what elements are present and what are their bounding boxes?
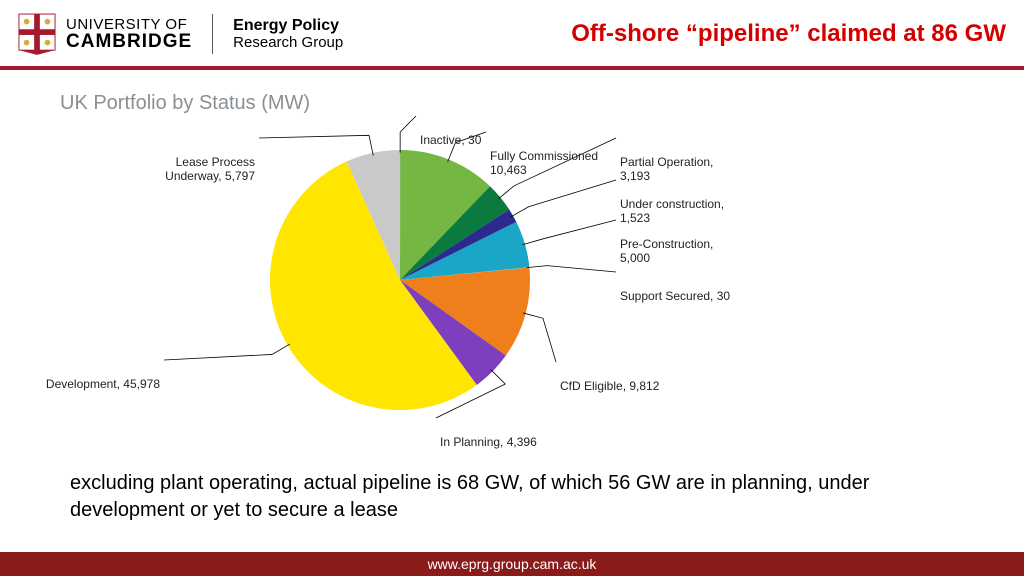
- leader-line: [259, 135, 373, 155]
- leader-line: [164, 344, 290, 360]
- research-group-name: Energy Policy Research Group: [233, 17, 343, 51]
- cambridge-crest-icon: [18, 13, 56, 55]
- header: UNIVERSITY OF CAMBRIDGE Energy Policy Re…: [0, 0, 1024, 62]
- leader-line: [527, 266, 616, 272]
- slice-label: Fully Commissioned10,463: [490, 150, 598, 178]
- footer-url: www.eprg.group.cam.ac.uk: [428, 556, 597, 572]
- group-line2: Research Group: [233, 35, 343, 52]
- uni-line1: UNIVERSITY OF: [66, 17, 192, 32]
- slice-label: Lease ProcessUnderway, 5,797: [165, 156, 255, 184]
- leader-line: [522, 220, 616, 245]
- header-rule: [0, 66, 1024, 70]
- slice-label: Inactive, 30: [420, 134, 481, 148]
- footer: www.eprg.group.cam.ac.uk: [0, 552, 1024, 576]
- pie-chart: UK Portfolio by Status (MW) Inactive, 30…: [60, 92, 780, 452]
- slice-label: Development, 45,978: [46, 378, 160, 392]
- logo-block: UNIVERSITY OF CAMBRIDGE Energy Policy Re…: [18, 13, 343, 55]
- leader-line: [400, 116, 416, 153]
- university-name: UNIVERSITY OF CAMBRIDGE: [66, 17, 192, 51]
- slice-label: Pre-Construction,5,000: [620, 238, 713, 266]
- slice-label: In Planning, 4,396: [440, 436, 537, 450]
- leader-line: [523, 313, 556, 362]
- slide-title: Off-shore “pipeline” claimed at 86 GW: [571, 20, 1006, 48]
- leader-line: [511, 180, 616, 217]
- slice-label: Support Secured, 30: [620, 290, 730, 304]
- slice-label: CfD Eligible, 9,812: [560, 380, 659, 394]
- slice-label: Under construction,1,523: [620, 198, 724, 226]
- body-text: excluding plant operating, actual pipeli…: [70, 470, 930, 524]
- group-line1: Energy Policy: [233, 17, 343, 35]
- divider: [212, 14, 213, 54]
- slide: UNIVERSITY OF CAMBRIDGE Energy Policy Re…: [0, 0, 1024, 576]
- slice-label: Partial Operation,3,193: [620, 156, 713, 184]
- uni-line2: CAMBRIDGE: [66, 32, 192, 51]
